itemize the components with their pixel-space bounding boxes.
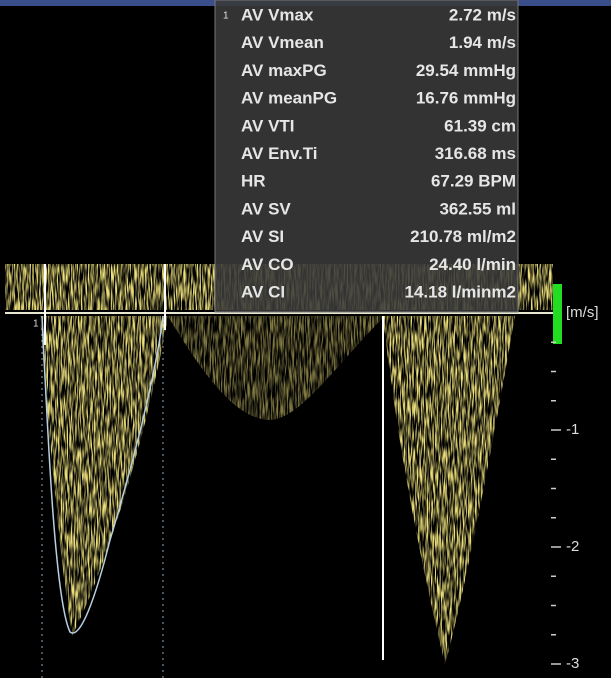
scale-indicator [553, 284, 562, 344]
measurement-label: AV VTI [241, 116, 295, 135]
measurement-label: AV Vmean [241, 33, 324, 52]
measurement-value: 210.78 ml/m2 [410, 227, 516, 246]
measurement-value: 14.18 l/minm2 [404, 282, 516, 301]
measurement-label: AV CI [241, 282, 285, 301]
measurement-value: 24.40 l/min [429, 255, 516, 274]
scale-unit: [m/s] [566, 304, 599, 321]
marker: 1 [223, 11, 229, 22]
scale-label: -3 [566, 655, 579, 672]
measurement-label: AV SV [241, 199, 291, 218]
measurement-value: 2.72 m/s [449, 5, 516, 24]
measurement-label: AV maxPG [241, 61, 327, 80]
measurement-value: 67.29 BPM [431, 172, 516, 191]
doppler-screen: 1 1 [m/s] AV Vmax 2.72 m/s AV Vmean 1.94 m/… [0, 0, 611, 678]
measurement-label: AV CO [241, 255, 294, 274]
scale-label: -1 [566, 421, 579, 438]
scale-label: -2 [566, 538, 579, 555]
measurement-value: 29.54 mmHg [416, 61, 516, 80]
measurement-value: 61.39 cm [444, 116, 516, 135]
measurement-label: AV meanPG [241, 89, 337, 108]
measurement-value: 362.55 ml [439, 199, 516, 218]
measurement-label: AV Env.Ti [241, 144, 318, 163]
measurement-label: HR [241, 172, 266, 191]
measurement-value: 1.94 m/s [449, 33, 516, 52]
marker: 1 [33, 319, 39, 330]
measurement-label: AV SI [241, 227, 284, 246]
measurement-value: 16.76 mmHg [416, 89, 516, 108]
measurement-value: 316.68 ms [435, 144, 516, 163]
measurement-label: AV Vmax [241, 5, 314, 24]
